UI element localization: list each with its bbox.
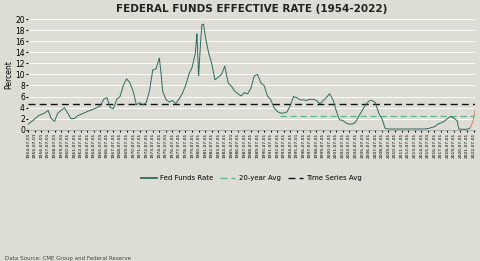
Text: Data Source: CME Group and Federal Reserve: Data Source: CME Group and Federal Reser…	[5, 256, 131, 261]
Y-axis label: Percent: Percent	[4, 60, 13, 89]
Title: FEDERAL FUNDS EFFECTIVE RATE (1954-2022): FEDERAL FUNDS EFFECTIVE RATE (1954-2022)	[116, 4, 387, 14]
Legend: Fed Funds Rate, 20-year Avg, Time Series Avg: Fed Funds Rate, 20-year Avg, Time Series…	[139, 172, 365, 184]
